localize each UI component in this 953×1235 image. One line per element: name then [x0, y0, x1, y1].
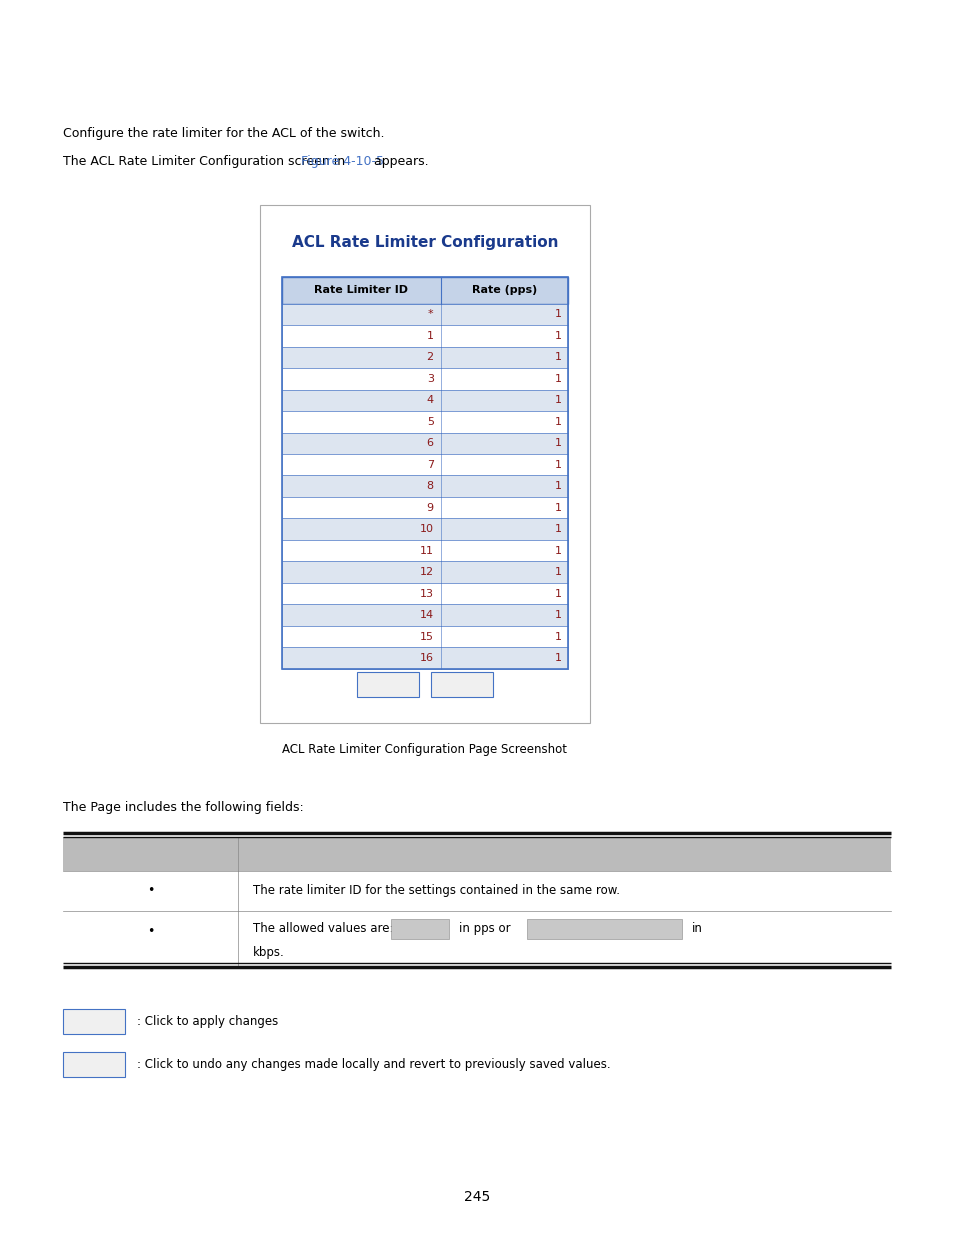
Text: 1: 1 — [555, 653, 561, 663]
Bar — [282, 604, 567, 626]
Text: appears.: appears. — [370, 156, 429, 168]
Text: The allowed values are:: The allowed values are: — [253, 923, 393, 935]
Bar — [526, 919, 681, 939]
Bar — [282, 496, 567, 519]
Bar — [282, 411, 567, 432]
Text: •: • — [147, 884, 154, 897]
Bar — [282, 347, 567, 368]
Text: 1: 1 — [555, 309, 561, 320]
Text: 1: 1 — [555, 482, 561, 492]
Text: Reset: Reset — [78, 1060, 110, 1070]
Bar — [63, 1052, 125, 1077]
Text: 1: 1 — [555, 416, 561, 427]
Text: The rate limiter ID for the settings contained in the same row.: The rate limiter ID for the settings con… — [253, 884, 619, 897]
Text: The ACL Rate Limiter Configuration screen in: The ACL Rate Limiter Configuration scree… — [63, 156, 349, 168]
Bar — [282, 368, 567, 389]
Text: 1: 1 — [555, 395, 561, 405]
Bar — [63, 836, 890, 871]
Text: 12: 12 — [419, 567, 434, 577]
Text: 16: 16 — [419, 653, 434, 663]
Text: 1: 1 — [555, 546, 561, 556]
Text: The Page includes the following fields:: The Page includes the following fields: — [63, 802, 303, 814]
Text: 11: 11 — [419, 546, 434, 556]
Bar — [63, 910, 890, 967]
Bar — [391, 919, 449, 939]
Text: •: • — [147, 925, 154, 939]
Bar — [282, 454, 567, 475]
Text: 3: 3 — [426, 374, 434, 384]
Text: in pps or: in pps or — [458, 923, 510, 935]
Text: Reset: Reset — [446, 680, 477, 690]
Text: 1: 1 — [555, 610, 561, 620]
Text: 14: 14 — [419, 610, 434, 620]
Bar — [282, 583, 567, 604]
Text: Apply: Apply — [78, 1016, 110, 1026]
Text: 1: 1 — [555, 589, 561, 599]
Bar — [282, 325, 567, 347]
Text: 1: 1 — [555, 374, 561, 384]
Text: 2: 2 — [426, 352, 434, 362]
Bar — [282, 519, 567, 540]
Text: in: in — [691, 923, 702, 935]
Text: 6: 6 — [426, 438, 434, 448]
Text: Configure the rate limiter for the ACL of the switch.: Configure the rate limiter for the ACL o… — [63, 127, 384, 140]
Text: 1: 1 — [555, 632, 561, 642]
Text: 1: 1 — [555, 567, 561, 577]
Bar — [282, 647, 567, 669]
Text: 1: 1 — [426, 331, 434, 341]
Text: 1: 1 — [555, 503, 561, 513]
Text: 1: 1 — [555, 438, 561, 448]
Text: 1: 1 — [555, 331, 561, 341]
Text: 9: 9 — [426, 503, 434, 513]
Text: 13: 13 — [419, 589, 434, 599]
Bar — [63, 1009, 125, 1034]
Text: 1: 1 — [555, 459, 561, 469]
Text: 15: 15 — [419, 632, 434, 642]
Text: Rate (pps): Rate (pps) — [471, 285, 537, 295]
Text: Figure 4-10-5: Figure 4-10-5 — [301, 156, 384, 168]
Bar — [63, 871, 890, 910]
Text: : Click to apply changes: : Click to apply changes — [137, 1015, 278, 1028]
Text: *: * — [428, 309, 434, 320]
Text: 1: 1 — [555, 524, 561, 535]
Bar — [282, 432, 567, 454]
Bar — [282, 475, 567, 496]
Text: 8: 8 — [426, 482, 434, 492]
Text: kbps.: kbps. — [253, 946, 284, 960]
Text: 10: 10 — [419, 524, 434, 535]
Text: Rate Limiter ID: Rate Limiter ID — [314, 285, 408, 295]
Bar — [282, 389, 567, 411]
Text: 1: 1 — [555, 352, 561, 362]
Text: ACL Rate Limiter Configuration Page Screenshot: ACL Rate Limiter Configuration Page Scre… — [282, 743, 567, 756]
Bar — [282, 277, 567, 669]
Text: : Click to undo any changes made locally and revert to previously saved values.: : Click to undo any changes made locally… — [137, 1058, 610, 1071]
Bar — [282, 304, 567, 325]
Text: 5: 5 — [426, 416, 434, 427]
Bar — [282, 540, 567, 562]
Text: ACL Rate Limiter Configuration: ACL Rate Limiter Configuration — [292, 235, 558, 249]
Bar — [431, 673, 493, 698]
Bar — [356, 673, 418, 698]
Bar — [282, 626, 567, 647]
Text: 7: 7 — [426, 459, 434, 469]
Text: 4: 4 — [426, 395, 434, 405]
Bar — [282, 277, 567, 304]
Text: 245: 245 — [463, 1191, 490, 1204]
Bar — [260, 205, 589, 722]
Bar — [282, 562, 567, 583]
Text: Apply: Apply — [372, 680, 403, 690]
